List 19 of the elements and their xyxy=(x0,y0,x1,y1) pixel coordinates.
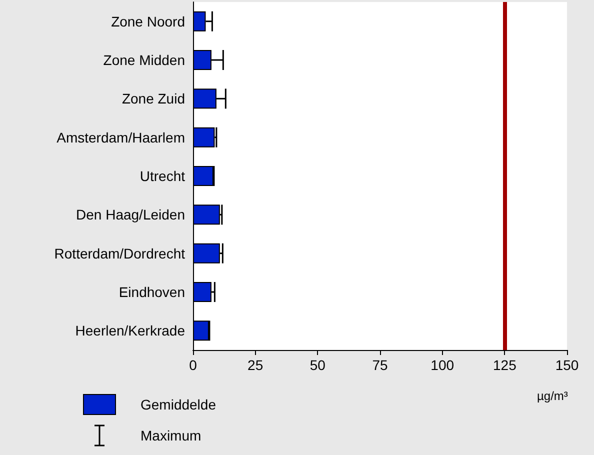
y-tick-label: Utrecht xyxy=(140,168,186,184)
y-tick-label: Zone Noord xyxy=(111,13,185,30)
x-tick-label: 25 xyxy=(248,357,264,373)
y-tick-label: Den Haag/Leiden xyxy=(76,206,185,223)
y-tick-label: Zone Midden xyxy=(103,52,185,68)
y-tick-label: Eindhoven xyxy=(118,284,185,300)
x-axis-title: µg/m³ xyxy=(537,389,568,403)
y-tick-label: Amsterdam/Haarlem xyxy=(56,129,185,146)
x-tick-label: 0 xyxy=(189,357,198,373)
x-tick-label: 150 xyxy=(555,357,579,373)
y-tick-label: Rotterdam/Dordrecht xyxy=(54,245,186,262)
y-tick-label: Zone Zuid xyxy=(122,90,185,107)
x-tick-label: 100 xyxy=(430,357,454,373)
y-tick-label: Heerlen/Kerkrade xyxy=(75,322,186,339)
text: Maximum xyxy=(140,428,202,444)
x-tick-label: 50 xyxy=(310,357,326,373)
x-tick-label: 75 xyxy=(372,357,388,373)
x-tick-label: 125 xyxy=(492,357,517,373)
legend-label: Gemiddelde xyxy=(140,396,216,412)
